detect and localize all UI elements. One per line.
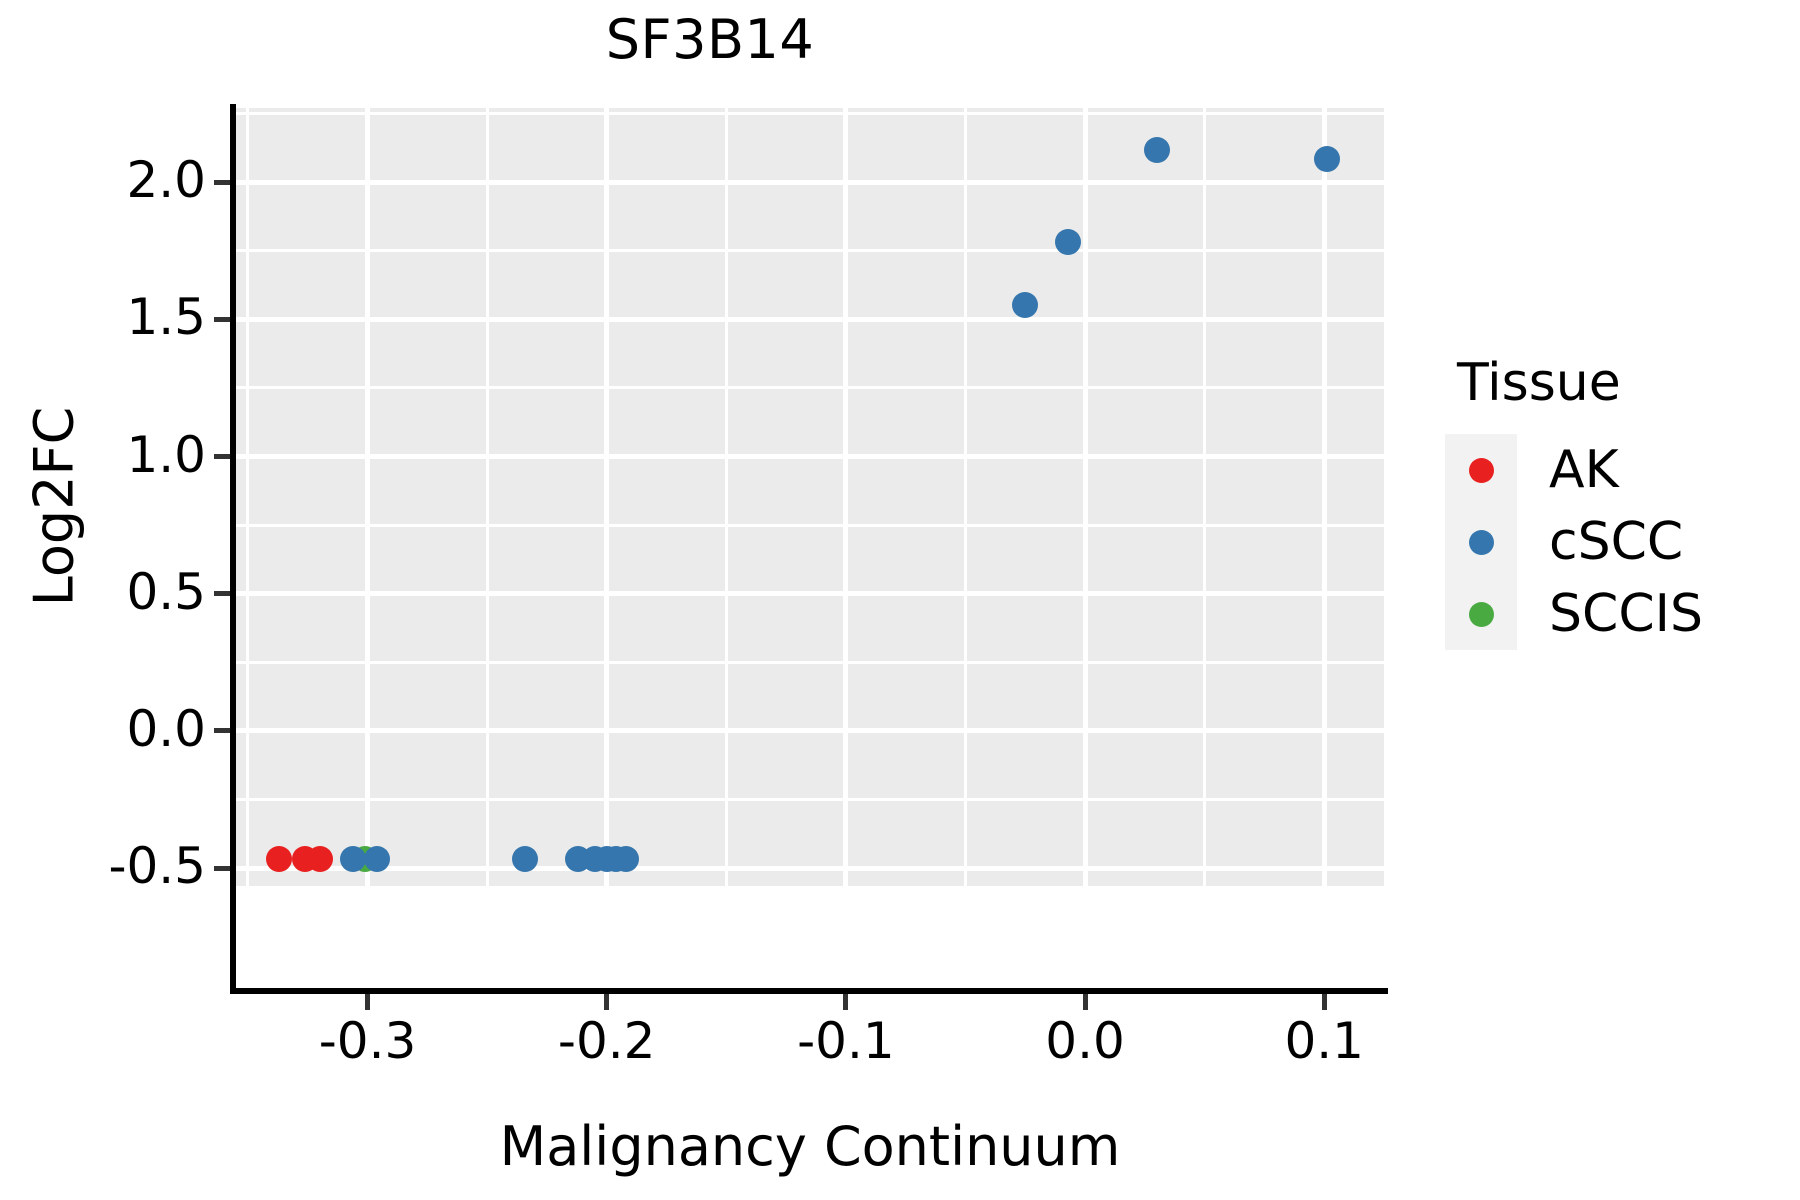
data-point-cscc xyxy=(1055,229,1082,256)
gridline-x-minor xyxy=(724,108,728,886)
data-point-ak xyxy=(306,845,333,872)
gridline-x-major xyxy=(1082,108,1088,886)
gridline-y-minor xyxy=(236,523,1384,527)
x-tick-label: 0.1 xyxy=(1284,1012,1364,1070)
x-tick-label: -0.2 xyxy=(557,1012,656,1070)
y-tick-label: 2.0 xyxy=(126,151,206,210)
y-tick xyxy=(214,591,230,597)
plot-panel xyxy=(236,108,1384,886)
gridline-x-major xyxy=(843,108,849,886)
y-tick-label: -0.5 xyxy=(108,837,206,896)
x-axis-line xyxy=(230,988,1388,994)
data-point-cscc xyxy=(1143,136,1170,163)
gridline-x-major xyxy=(604,108,610,886)
legend-key-swatch xyxy=(1445,578,1517,651)
gridline-y-minor xyxy=(236,386,1384,390)
legend-key-swatch xyxy=(1445,506,1517,579)
data-point-cscc xyxy=(512,845,539,872)
gridline-y-major xyxy=(236,865,1384,871)
legend-entry-ak[interactable]: AK xyxy=(1445,434,1785,507)
gridline-y-major xyxy=(236,179,1384,185)
gridline-y-minor xyxy=(236,798,1384,802)
data-point-cscc xyxy=(612,845,639,872)
legend: Tissue AK cSCC SCCIS xyxy=(1445,353,1785,651)
data-point-cscc xyxy=(340,845,367,872)
y-tick-label: 0.5 xyxy=(126,562,206,621)
gridline-y-major xyxy=(236,454,1384,460)
y-tick xyxy=(214,454,230,460)
legend-key-swatch xyxy=(1445,434,1517,507)
x-tick xyxy=(1321,994,1327,1010)
legend-label: SCCIS xyxy=(1549,584,1703,645)
legend-dot-icon xyxy=(1468,601,1494,627)
x-tick xyxy=(365,994,371,1010)
y-tick-label: 1.5 xyxy=(126,288,206,347)
gridline-x-major xyxy=(1321,108,1327,886)
data-point-cscc xyxy=(364,845,391,872)
gridline-y-major xyxy=(236,316,1384,322)
legend-title: Tissue xyxy=(1457,353,1621,413)
x-axis-title: Malignancy Continuum xyxy=(499,1115,1121,1178)
legend-entry-sccis[interactable]: SCCIS xyxy=(1445,578,1785,651)
data-point-cscc xyxy=(1313,145,1340,172)
data-point-cscc xyxy=(1012,292,1039,319)
x-tick xyxy=(843,994,849,1010)
data-point-ak xyxy=(266,845,293,872)
y-tick xyxy=(214,179,230,185)
x-tick-label: -0.3 xyxy=(318,1012,417,1070)
gridline-y-minor xyxy=(236,660,1384,664)
gridline-x-major xyxy=(365,108,371,886)
gridline-y-minor xyxy=(236,111,1384,115)
legend-dot-icon xyxy=(1468,529,1494,555)
legend-label: cSCC xyxy=(1549,512,1684,573)
x-tick xyxy=(604,994,610,1010)
y-tick xyxy=(214,865,230,871)
gridline-x-minor xyxy=(485,108,489,886)
y-tick xyxy=(214,316,230,322)
gridline-y-major xyxy=(236,591,1384,597)
x-tick-label: 0.0 xyxy=(1045,1012,1125,1070)
plot-panel-wrap xyxy=(236,108,1384,886)
gridline-y-major xyxy=(236,728,1384,734)
gridline-x-minor xyxy=(963,108,967,886)
y-axis-line xyxy=(230,104,236,994)
gridline-y-minor xyxy=(236,249,1384,253)
gridline-x-minor xyxy=(246,108,250,886)
y-axis-title: Log2FC xyxy=(22,406,86,607)
legend-label: AK xyxy=(1549,440,1619,501)
y-tick-label: 0.0 xyxy=(126,699,206,758)
legend-entry-cscc[interactable]: cSCC xyxy=(1445,506,1785,579)
x-tick xyxy=(1082,994,1088,1010)
y-tick-label: 1.0 xyxy=(126,425,206,484)
x-tick-label: -0.1 xyxy=(797,1012,895,1070)
gridline-x-minor xyxy=(1203,108,1207,886)
page-title: SF3B14 xyxy=(605,8,815,71)
legend-dot-icon xyxy=(1468,457,1494,483)
y-tick xyxy=(214,728,230,734)
legend-entries: AK cSCC SCCIS xyxy=(1445,434,1785,651)
